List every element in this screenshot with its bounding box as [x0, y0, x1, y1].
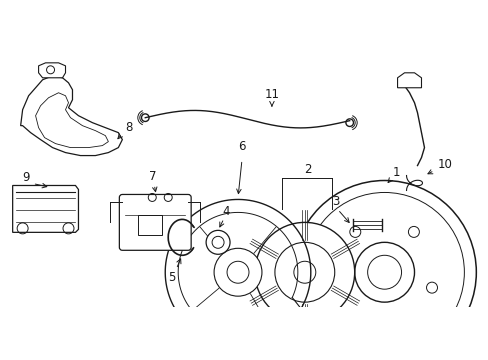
Text: 11: 11 [264, 88, 279, 101]
Polygon shape [20, 76, 122, 156]
Text: 8: 8 [125, 121, 132, 134]
Text: 5: 5 [168, 271, 176, 284]
Text: 4: 4 [222, 206, 229, 219]
Text: 10: 10 [437, 158, 451, 171]
Text: 3: 3 [331, 195, 339, 208]
Circle shape [205, 230, 229, 254]
Polygon shape [39, 63, 65, 78]
Text: 9: 9 [22, 171, 29, 184]
Circle shape [292, 180, 475, 360]
FancyBboxPatch shape [119, 194, 191, 250]
Text: 7: 7 [148, 171, 156, 184]
Polygon shape [397, 73, 421, 88]
Circle shape [214, 248, 262, 296]
Text: 6: 6 [238, 140, 245, 153]
Polygon shape [13, 185, 78, 232]
Polygon shape [36, 93, 108, 148]
FancyBboxPatch shape [138, 215, 162, 235]
Circle shape [254, 222, 354, 322]
Text: 2: 2 [304, 162, 311, 176]
Text: 1: 1 [392, 166, 400, 179]
